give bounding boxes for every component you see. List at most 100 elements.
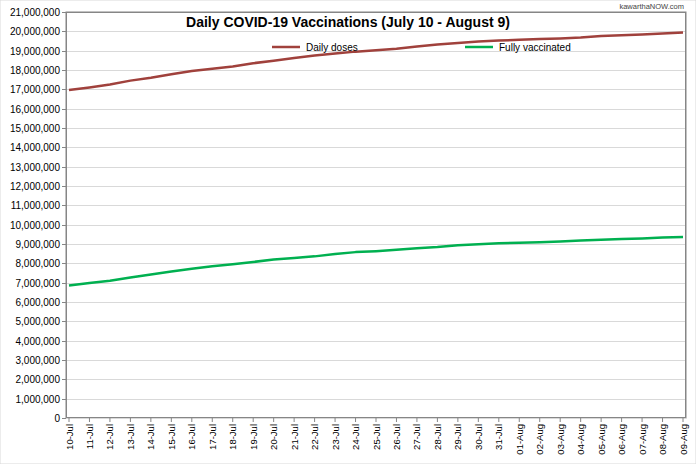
tick-label: 20-Jul (268, 424, 279, 450)
x-axis: 10-Jul11-Jul12-Jul13-Jul14-Jul15-Jul16-J… (64, 418, 689, 455)
legend-swatch (272, 46, 300, 49)
tick-label: 0 (54, 413, 60, 424)
tick-mark (580, 418, 581, 422)
tick-mark (273, 418, 274, 422)
grid-line (66, 167, 686, 168)
tick-label: 16,000,000 (10, 104, 60, 115)
tick-label: 10,000,000 (10, 220, 60, 231)
tick-label: 16-Jul (186, 424, 197, 450)
legend-label: Fully vaccinated (499, 42, 571, 53)
legend-label: Daily doses (306, 42, 358, 53)
tick-label: 27-Jul (411, 424, 422, 450)
tick-label: 13,000,000 (10, 162, 60, 173)
tick-label: 09-Aug (678, 424, 689, 455)
grid-line (66, 379, 686, 380)
tick-mark (62, 31, 66, 32)
tick-mark (62, 418, 66, 419)
tick-label: 26-Jul (391, 424, 402, 450)
tick-mark (62, 244, 66, 245)
tick-label: 2,000,000 (16, 374, 61, 385)
tick-mark (62, 399, 66, 400)
tick-label: 13-Jul (125, 424, 136, 450)
tick-mark (62, 379, 66, 380)
tick-mark (683, 418, 684, 422)
tick-mark (109, 418, 110, 422)
tick-mark (560, 418, 561, 422)
tick-label: 18-Jul (227, 424, 238, 450)
tick-label: 28-Jul (432, 424, 443, 450)
tick-label: 1,000,000 (16, 394, 61, 405)
chart: 01,000,0002,000,0003,000,0004,000,0005,0… (0, 0, 696, 464)
tick-label: 17,000,000 (10, 84, 60, 95)
grid-line (66, 205, 686, 206)
background (0, 0, 696, 464)
tick-mark (232, 418, 233, 422)
tick-label: 21,000,000 (10, 7, 60, 18)
tick-mark (62, 360, 66, 361)
tick-mark (314, 418, 315, 422)
tick-mark (642, 418, 643, 422)
tick-label: 21-Jul (289, 424, 300, 450)
tick-mark (335, 418, 336, 422)
tick-mark (376, 418, 377, 422)
tick-label: 25-Jul (371, 424, 382, 450)
tick-label: 6,000,000 (16, 297, 61, 308)
tick-label: 22-Jul (309, 424, 320, 450)
tick-mark (62, 263, 66, 264)
tick-mark (62, 302, 66, 303)
tick-mark (396, 418, 397, 422)
series-group (69, 32, 683, 285)
tick-label: 5,000,000 (16, 316, 61, 327)
tick-label: 15,000,000 (10, 123, 60, 134)
tick-mark (621, 418, 622, 422)
grid-line (66, 321, 686, 322)
grid-line (66, 70, 686, 71)
tick-label: 01-Aug (514, 424, 525, 455)
tick-mark (62, 205, 66, 206)
tick-label: 07-Aug (637, 424, 648, 455)
plot-frame (67, 13, 686, 418)
tick-label: 11-Jul (84, 424, 95, 449)
tick-label: 04-Aug (575, 424, 586, 455)
tick-label: 30-Jul (473, 424, 484, 450)
tick-label: 20,000,000 (10, 26, 60, 37)
grid-line (66, 31, 686, 32)
tick-mark (662, 418, 663, 422)
title: Daily COVID-19 Vaccinations (July 10 - A… (186, 14, 510, 30)
tick-label: 23-Jul (330, 424, 341, 450)
grid-line (66, 360, 686, 361)
grid-line (66, 341, 686, 342)
series-line (69, 32, 683, 89)
tick-mark (62, 89, 66, 90)
tick-label: 10-Jul (64, 424, 75, 450)
tick-label: 8,000,000 (16, 258, 61, 269)
tick-mark (62, 341, 66, 342)
tick-label: 9,000,000 (16, 239, 61, 250)
tick-label: 02-Aug (534, 424, 545, 455)
tick-label: 12-Jul (104, 424, 115, 450)
tick-mark (130, 418, 131, 422)
grid-line (66, 302, 686, 303)
tick-label: 12,000,000 (10, 181, 60, 192)
tick-mark (191, 418, 192, 422)
tick-mark (457, 418, 458, 422)
tick-label: 19,000,000 (10, 46, 60, 57)
series-line (69, 237, 683, 286)
tick-mark (171, 418, 172, 422)
tick-mark (62, 147, 66, 148)
tick-mark (416, 418, 417, 422)
tick-mark (62, 51, 66, 52)
grid-line (66, 147, 686, 148)
grid-line (66, 186, 686, 187)
tick-mark (253, 418, 254, 422)
tick-mark (62, 70, 66, 71)
tick-mark (478, 418, 479, 422)
tick-mark (62, 12, 66, 13)
tick-mark (62, 283, 66, 284)
tick-mark (89, 418, 90, 422)
tick-mark (69, 418, 70, 422)
tick-label: 31-Jul (493, 424, 504, 450)
tick-mark (62, 167, 66, 168)
tick-label: 14-Jul (145, 424, 156, 450)
tick-label: 08-Aug (657, 424, 668, 455)
